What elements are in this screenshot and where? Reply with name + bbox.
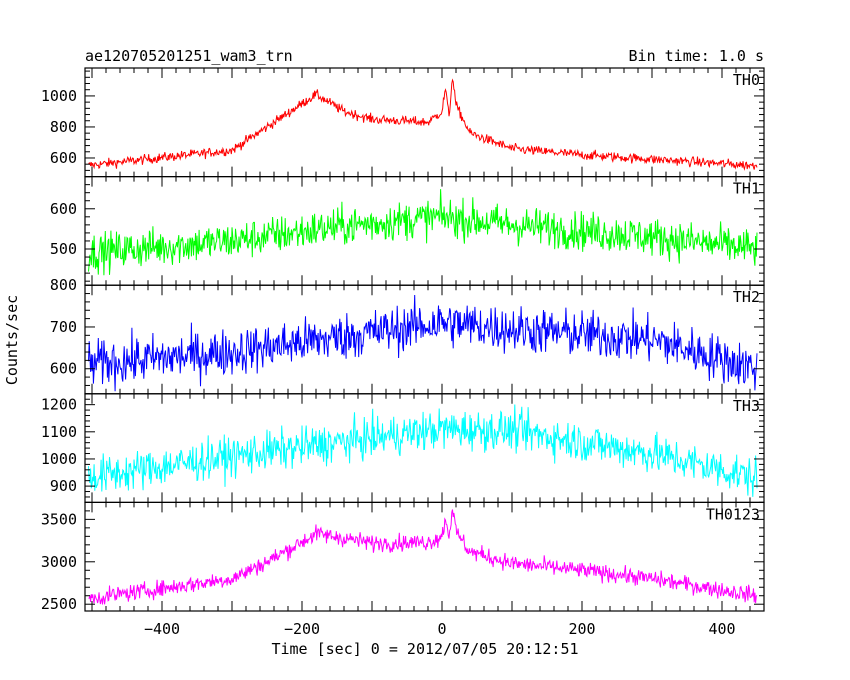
panel-label-th0123: TH0123 <box>706 505 760 523</box>
series-line-th3 <box>88 404 758 497</box>
y-tick-label: 800 <box>50 118 77 136</box>
x-tick-label: 200 <box>568 620 595 638</box>
series-line-th2 <box>88 294 758 392</box>
panel-frame-th1 <box>84 176 765 286</box>
panel-frame-th0123 <box>84 501 765 612</box>
x-tick-label: −400 <box>144 620 180 638</box>
series-line-th1 <box>88 189 758 276</box>
y-tick-label: 3000 <box>41 553 77 571</box>
panel-frame-th2 <box>84 284 765 395</box>
y-tick-label: 1000 <box>41 450 77 468</box>
panel-label-th0: TH0 <box>733 71 760 89</box>
series-line-th0 <box>88 78 758 171</box>
y-tick-label: 3500 <box>41 510 77 528</box>
y-tick-label: 600 <box>50 200 77 218</box>
panel-label-th3: TH3 <box>733 397 760 415</box>
chart-title: ae120705201251_wam3_trn <box>85 47 293 65</box>
y-tick-label: 500 <box>50 240 77 258</box>
y-tick-label: 1200 <box>41 396 77 414</box>
y-axis-label: Counts/sec <box>3 295 21 385</box>
x-tick-label: −200 <box>284 620 320 638</box>
panel-label-th2: TH2 <box>733 288 760 306</box>
x-axis-label: Time [sec] 0 = 2012/07/05 20:12:51 <box>271 640 578 658</box>
y-tick-label: 600 <box>50 360 77 378</box>
series-line-th0123 <box>88 509 758 605</box>
y-tick-label: 1000 <box>41 87 77 105</box>
bin-time-label: Bin time: 1.0 s <box>629 47 764 65</box>
y-tick-label: 700 <box>50 318 77 336</box>
y-tick-label: 600 <box>50 149 77 167</box>
y-tick-label: 900 <box>50 477 77 495</box>
y-tick-label: 1100 <box>41 423 77 441</box>
panel-label-th1: TH1 <box>733 180 760 198</box>
x-tick-label: 400 <box>708 620 735 638</box>
y-tick-label: 800 <box>50 276 77 294</box>
y-tick-label: 2500 <box>41 595 77 613</box>
panels-group: TH0 600 800 1000 TH1 500 600 TH2 600 700 800 TH3 900… <box>41 67 765 638</box>
x-tick-label: 0 <box>437 620 446 638</box>
